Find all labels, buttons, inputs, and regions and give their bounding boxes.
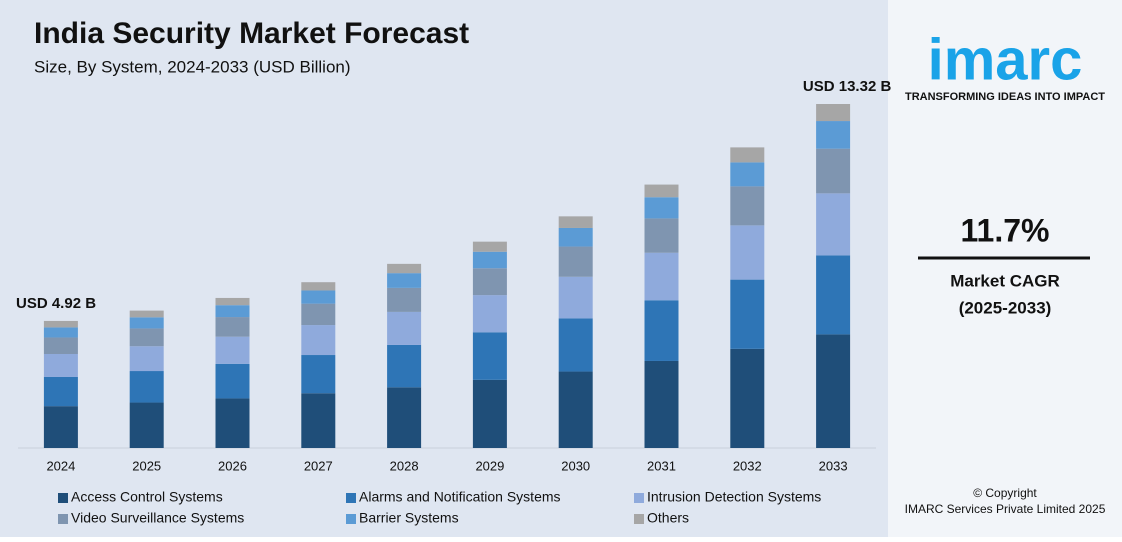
sidebar-panel: [888, 0, 1122, 537]
cagr-period: (2025-2033): [959, 298, 1052, 317]
bar-segment: [816, 104, 851, 122]
legend-label: Alarms and Notification Systems: [359, 489, 561, 505]
bar-segment: [730, 225, 765, 280]
legend-swatch: [346, 514, 356, 524]
bar-segment: [644, 218, 679, 253]
bar-segment: [301, 393, 336, 448]
bar-segment: [215, 398, 250, 448]
bar-segment: [816, 334, 851, 448]
x-tick-label: 2030: [561, 458, 590, 473]
bar-segment: [816, 193, 851, 256]
legend-label: Others: [647, 510, 689, 526]
legend-label: Intrusion Detection Systems: [647, 489, 821, 505]
x-tick-label: 2025: [132, 458, 161, 473]
cagr-value: 11.7%: [961, 212, 1050, 248]
bar-segment: [43, 376, 78, 407]
bar-segment: [472, 251, 507, 269]
legend-swatch: [58, 493, 68, 503]
logo: imarc: [928, 27, 1083, 92]
x-tick-label: 2028: [390, 458, 419, 473]
bar-segment: [215, 305, 250, 318]
bar-segment: [730, 279, 765, 349]
legend-swatch: [346, 493, 356, 503]
legend-swatch: [634, 514, 644, 524]
company: IMARC Services Private Limited 2025: [905, 502, 1106, 516]
bar-segment: [129, 346, 164, 372]
bar-segment: [301, 355, 336, 394]
x-tick-label: 2033: [819, 458, 848, 473]
bar-segment: [301, 282, 336, 291]
bar-segment: [129, 328, 164, 347]
bar-segment: [816, 255, 851, 335]
legend-swatch: [634, 493, 644, 503]
legend-label: Video Surveillance Systems: [71, 510, 244, 526]
bar-segment: [387, 344, 422, 388]
bar-segment: [730, 348, 765, 448]
bar-segment: [387, 287, 422, 312]
bar-segment: [558, 371, 593, 448]
chart-subtitle: Size, By System, 2024-2033 (USD Billion): [34, 57, 351, 76]
bar-segment: [644, 360, 679, 448]
bar-segment: [558, 276, 593, 319]
bar-segment: [730, 147, 765, 163]
bar-segment: [215, 336, 250, 364]
bar-segment: [215, 317, 250, 337]
bar-segment: [387, 387, 422, 448]
bar-segment: [301, 303, 336, 326]
bar-segment: [387, 273, 422, 288]
bar-segment: [472, 241, 507, 252]
bar-segment: [301, 325, 336, 356]
bar-segment: [558, 246, 593, 277]
bar-segment: [129, 402, 164, 448]
bar-segment: [644, 300, 679, 361]
legend-label: Access Control Systems: [71, 489, 223, 505]
x-tick-label: 2032: [733, 458, 762, 473]
bar-segment: [43, 406, 78, 448]
bar-segment: [301, 290, 336, 304]
bar-segment: [387, 311, 422, 345]
bar-segment: [472, 295, 507, 333]
bar-segment: [215, 297, 250, 306]
annotation: USD 4.92 B: [16, 295, 96, 312]
bar-segment: [472, 268, 507, 296]
x-tick-label: 2029: [475, 458, 504, 473]
bar-segment: [558, 318, 593, 372]
bar-segment: [644, 252, 679, 301]
tagline: TRANSFORMING IDEAS INTO IMPACT: [905, 91, 1105, 103]
bar-segment: [129, 371, 164, 403]
legend-swatch: [58, 514, 68, 524]
bar-segment: [730, 186, 765, 226]
annotation: USD 13.32 B: [803, 78, 892, 95]
bar-segment: [43, 320, 78, 328]
bar-segment: [472, 332, 507, 380]
bar-segment: [558, 227, 593, 247]
bar-segment: [43, 353, 78, 377]
x-tick-label: 2024: [46, 458, 75, 473]
bar-segment: [816, 121, 851, 149]
bar-segment: [387, 263, 422, 274]
x-tick-label: 2026: [218, 458, 247, 473]
bar-segment: [43, 337, 78, 354]
bar-segment: [558, 216, 593, 228]
bar-segment: [644, 184, 679, 198]
bar-segment: [730, 162, 765, 187]
chart-title: India Security Market Forecast: [34, 17, 469, 50]
bar-segment: [129, 317, 164, 329]
bar-segment: [644, 197, 679, 219]
bar-segment: [129, 310, 164, 318]
cagr-label: Market CAGR: [950, 271, 1060, 290]
legend-label: Barrier Systems: [359, 510, 459, 526]
x-tick-label: 2031: [647, 458, 676, 473]
bar-segment: [215, 363, 250, 399]
bar-segment: [472, 379, 507, 448]
bar-segment: [816, 148, 851, 194]
bar-segment: [43, 327, 78, 338]
x-tick-label: 2027: [304, 458, 333, 473]
copyright: © Copyright: [973, 486, 1037, 500]
